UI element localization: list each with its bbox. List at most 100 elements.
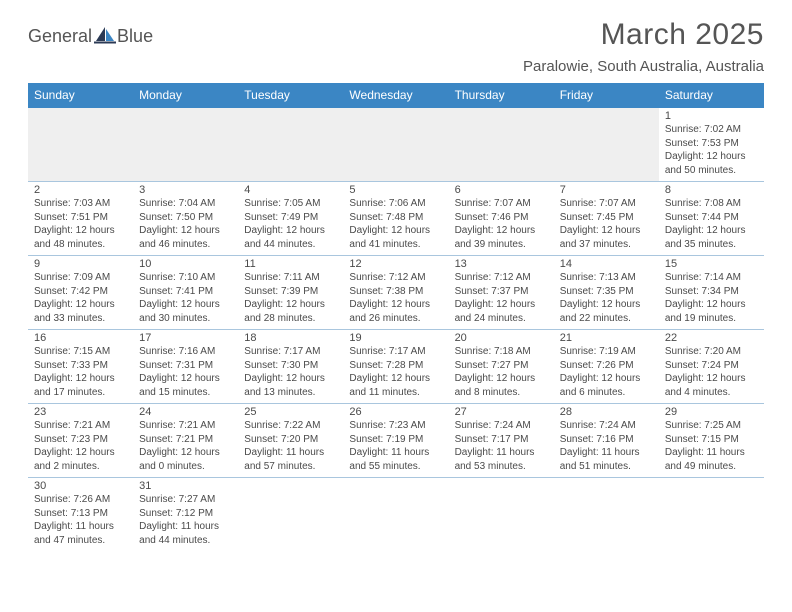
location: Paralowie, South Australia, Australia [523, 58, 764, 75]
day-cell: 26Sunrise: 7:23 AMSunset: 7:19 PMDayligh… [343, 404, 448, 478]
day-cell: 7Sunrise: 7:07 AMSunset: 7:45 PMDaylight… [554, 182, 659, 256]
day-cell: 27Sunrise: 7:24 AMSunset: 7:17 PMDayligh… [449, 404, 554, 478]
day-cell: 31Sunrise: 7:27 AMSunset: 7:12 PMDayligh… [133, 478, 238, 552]
daylight-line: Daylight: 12 hours and 6 minutes. [560, 372, 655, 399]
day-number: 5 [349, 184, 444, 196]
day-cell: 17Sunrise: 7:16 AMSunset: 7:31 PMDayligh… [133, 330, 238, 404]
sunset-line: Sunset: 7:12 PM [139, 507, 234, 521]
sunset-line: Sunset: 7:26 PM [560, 359, 655, 373]
sunrise-line: Sunrise: 7:17 AM [244, 345, 339, 359]
month-title: March 2025 [523, 18, 764, 52]
sunset-line: Sunset: 7:46 PM [455, 211, 550, 225]
day-cell: 19Sunrise: 7:17 AMSunset: 7:28 PMDayligh… [343, 330, 448, 404]
sunset-line: Sunset: 7:27 PM [455, 359, 550, 373]
sunset-line: Sunset: 7:33 PM [34, 359, 129, 373]
sunrise-line: Sunrise: 7:17 AM [349, 345, 444, 359]
day-number: 23 [34, 406, 129, 418]
day-cell: 29Sunrise: 7:25 AMSunset: 7:15 PMDayligh… [659, 404, 764, 478]
sunset-line: Sunset: 7:21 PM [139, 433, 234, 447]
sunset-line: Sunset: 7:23 PM [34, 433, 129, 447]
day-cell: 20Sunrise: 7:18 AMSunset: 7:27 PMDayligh… [449, 330, 554, 404]
logo-text-blue: Blue [117, 26, 153, 47]
sunrise-line: Sunrise: 7:24 AM [455, 419, 550, 433]
day-cell: 14Sunrise: 7:13 AMSunset: 7:35 PMDayligh… [554, 256, 659, 330]
day-cell [133, 108, 238, 182]
sunrise-line: Sunrise: 7:09 AM [34, 271, 129, 285]
day-cell [238, 478, 343, 552]
daylight-line: Daylight: 12 hours and 41 minutes. [349, 224, 444, 251]
daylight-line: Daylight: 12 hours and 11 minutes. [349, 372, 444, 399]
logo: General Blue [28, 26, 153, 47]
day-cell: 10Sunrise: 7:10 AMSunset: 7:41 PMDayligh… [133, 256, 238, 330]
sunrise-line: Sunrise: 7:22 AM [244, 419, 339, 433]
day-number: 14 [560, 258, 655, 270]
day-cell [343, 108, 448, 182]
day-cell: 9Sunrise: 7:09 AMSunset: 7:42 PMDaylight… [28, 256, 133, 330]
col-thursday: Thursday [449, 83, 554, 108]
daylight-line: Daylight: 12 hours and 28 minutes. [244, 298, 339, 325]
day-number: 7 [560, 184, 655, 196]
sunrise-line: Sunrise: 7:24 AM [560, 419, 655, 433]
sunrise-line: Sunrise: 7:23 AM [349, 419, 444, 433]
sunrise-line: Sunrise: 7:15 AM [34, 345, 129, 359]
sunrise-line: Sunrise: 7:04 AM [139, 197, 234, 211]
sunrise-line: Sunrise: 7:21 AM [34, 419, 129, 433]
day-number: 16 [34, 332, 129, 344]
sunset-line: Sunset: 7:28 PM [349, 359, 444, 373]
daylight-line: Daylight: 12 hours and 48 minutes. [34, 224, 129, 251]
sunrise-line: Sunrise: 7:11 AM [244, 271, 339, 285]
daylight-line: Daylight: 12 hours and 39 minutes. [455, 224, 550, 251]
logo-text-general: General [28, 26, 92, 47]
day-cell: 1Sunrise: 7:02 AMSunset: 7:53 PMDaylight… [659, 108, 764, 182]
daylight-line: Daylight: 11 hours and 49 minutes. [665, 446, 760, 473]
daylight-line: Daylight: 12 hours and 50 minutes. [665, 150, 760, 177]
sunrise-line: Sunrise: 7:27 AM [139, 493, 234, 507]
daylight-line: Daylight: 12 hours and 19 minutes. [665, 298, 760, 325]
sunrise-line: Sunrise: 7:07 AM [455, 197, 550, 211]
col-sunday: Sunday [28, 83, 133, 108]
col-saturday: Saturday [659, 83, 764, 108]
daylight-line: Daylight: 12 hours and 46 minutes. [139, 224, 234, 251]
sunset-line: Sunset: 7:38 PM [349, 285, 444, 299]
sunset-line: Sunset: 7:48 PM [349, 211, 444, 225]
day-number: 24 [139, 406, 234, 418]
daylight-line: Daylight: 12 hours and 37 minutes. [560, 224, 655, 251]
sunrise-line: Sunrise: 7:13 AM [560, 271, 655, 285]
day-cell [554, 478, 659, 552]
day-cell: 21Sunrise: 7:19 AMSunset: 7:26 PMDayligh… [554, 330, 659, 404]
day-number: 30 [34, 480, 129, 492]
day-cell: 15Sunrise: 7:14 AMSunset: 7:34 PMDayligh… [659, 256, 764, 330]
sunrise-line: Sunrise: 7:16 AM [139, 345, 234, 359]
sunrise-line: Sunrise: 7:06 AM [349, 197, 444, 211]
week-row: 30Sunrise: 7:26 AMSunset: 7:13 PMDayligh… [28, 478, 764, 552]
header-row: Sunday Monday Tuesday Wednesday Thursday… [28, 83, 764, 108]
day-number: 29 [665, 406, 760, 418]
day-number: 8 [665, 184, 760, 196]
day-cell [238, 108, 343, 182]
day-number: 28 [560, 406, 655, 418]
daylight-line: Daylight: 11 hours and 53 minutes. [455, 446, 550, 473]
day-cell: 6Sunrise: 7:07 AMSunset: 7:46 PMDaylight… [449, 182, 554, 256]
day-cell [449, 478, 554, 552]
sunrise-line: Sunrise: 7:10 AM [139, 271, 234, 285]
week-row: 9Sunrise: 7:09 AMSunset: 7:42 PMDaylight… [28, 256, 764, 330]
col-friday: Friday [554, 83, 659, 108]
week-row: 2Sunrise: 7:03 AMSunset: 7:51 PMDaylight… [28, 182, 764, 256]
sunrise-line: Sunrise: 7:14 AM [665, 271, 760, 285]
sunset-line: Sunset: 7:53 PM [665, 137, 760, 151]
calendar-table: Sunday Monday Tuesday Wednesday Thursday… [28, 83, 764, 552]
day-number: 18 [244, 332, 339, 344]
sunrise-line: Sunrise: 7:12 AM [455, 271, 550, 285]
col-wednesday: Wednesday [343, 83, 448, 108]
sunrise-line: Sunrise: 7:26 AM [34, 493, 129, 507]
day-cell: 11Sunrise: 7:11 AMSunset: 7:39 PMDayligh… [238, 256, 343, 330]
day-cell: 13Sunrise: 7:12 AMSunset: 7:37 PMDayligh… [449, 256, 554, 330]
sunrise-line: Sunrise: 7:12 AM [349, 271, 444, 285]
sunrise-line: Sunrise: 7:03 AM [34, 197, 129, 211]
day-cell [659, 478, 764, 552]
sunset-line: Sunset: 7:44 PM [665, 211, 760, 225]
sunset-line: Sunset: 7:24 PM [665, 359, 760, 373]
daylight-line: Daylight: 12 hours and 26 minutes. [349, 298, 444, 325]
sunrise-line: Sunrise: 7:05 AM [244, 197, 339, 211]
day-cell: 18Sunrise: 7:17 AMSunset: 7:30 PMDayligh… [238, 330, 343, 404]
